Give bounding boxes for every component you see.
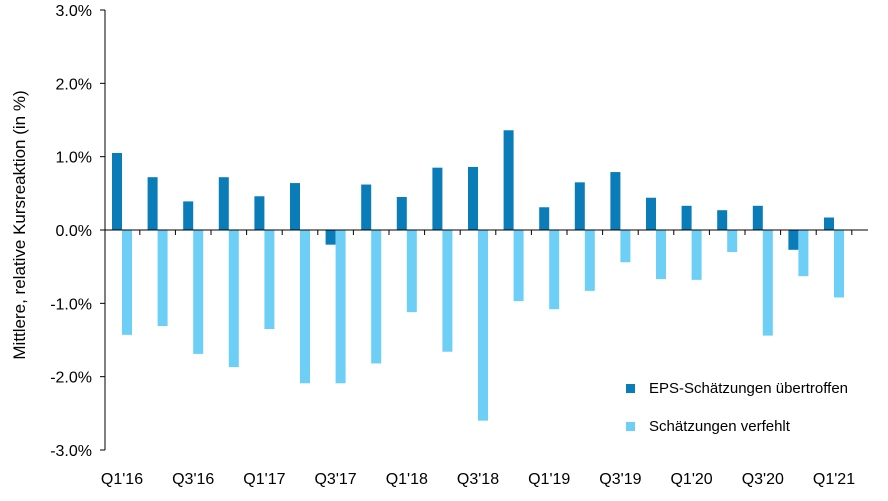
y-tick-label: 2.0% xyxy=(56,76,92,93)
y-tick-label: 1.0% xyxy=(56,150,92,167)
x-tick-label: Q1'16 xyxy=(101,471,143,488)
bar-miss-13 xyxy=(549,230,560,310)
y-tick-label: -1.0% xyxy=(50,296,92,313)
bar-beat-13 xyxy=(539,207,550,230)
x-tick-label: Q3'17 xyxy=(314,471,356,488)
bar-beat-16 xyxy=(646,197,656,230)
x-tick-label: Q1'20 xyxy=(670,471,712,488)
x-tick-label: Q3'16 xyxy=(172,471,214,488)
bar-miss-8 xyxy=(371,230,382,364)
bar-beat-9 xyxy=(396,197,407,230)
x-tick-label: Q1'18 xyxy=(386,471,428,488)
bar-beat-7 xyxy=(325,230,336,245)
bar-beat-2 xyxy=(147,177,158,230)
bar-miss-21 xyxy=(834,230,844,298)
y-axis-title: Mittlere, relative Kursreaktion (in %) xyxy=(10,90,29,359)
bar-miss-18 xyxy=(727,230,738,252)
bar-miss-14 xyxy=(584,230,595,291)
x-tick-label: Q1'19 xyxy=(528,471,570,488)
bar-beat-10 xyxy=(432,167,443,230)
bar-miss-20 xyxy=(798,230,809,277)
bar-miss-2 xyxy=(157,230,168,327)
bar-miss-1 xyxy=(122,230,132,335)
bar-beat-8 xyxy=(361,184,372,230)
bar-miss-7 xyxy=(335,230,346,384)
bar-beat-15 xyxy=(610,172,621,230)
bar-miss-9 xyxy=(406,230,417,313)
bar-beat-17 xyxy=(681,205,692,230)
legend-label-2: Schätzungen verfehlt xyxy=(649,418,791,435)
y-tick-label: -2.0% xyxy=(50,370,92,387)
bar-miss-4 xyxy=(228,230,239,368)
bar-beat-12 xyxy=(503,130,514,230)
bar-miss-11 xyxy=(478,230,488,421)
bar-beat-14 xyxy=(574,182,585,230)
y-axis: 3.0% 2.0% 1.0% 0.0% -1.0% -2.0% -3.0% xyxy=(50,3,106,460)
bar-beat-6 xyxy=(290,183,300,230)
x-axis: Q1'16 Q3'16 Q1'17 Q3'17 Q1'18 Q3'18 Q1'19 Q3'19… xyxy=(101,229,868,488)
bar-beat-4 xyxy=(218,177,229,230)
bar-miss-12 xyxy=(513,230,524,302)
y-tick-label: 0.0% xyxy=(56,223,92,240)
bar-miss-10 xyxy=(442,230,453,352)
y-tick-label: -3.0% xyxy=(50,443,92,460)
bar-miss-5 xyxy=(264,230,275,329)
bar-beat-21 xyxy=(824,217,834,230)
bar-miss-17 xyxy=(691,230,702,280)
x-tick-label: Q3'18 xyxy=(457,471,499,488)
legend-swatch-2 xyxy=(626,422,635,431)
x-tick-label: Q1'21 xyxy=(813,471,855,488)
bar-miss-16 xyxy=(656,230,666,280)
x-tick-label: Q3'20 xyxy=(742,471,784,488)
bar-miss-19 xyxy=(762,230,773,336)
bar-beat-5 xyxy=(254,196,265,230)
x-tick-label: Q3'19 xyxy=(599,471,641,488)
bar-miss-3 xyxy=(193,230,204,354)
bar-beat-18 xyxy=(717,210,728,230)
bar-beat-1 xyxy=(112,153,122,230)
bar-beat-20 xyxy=(788,230,799,250)
legend: EPS-Schätzungen übertroffen Schätzungen v… xyxy=(626,380,848,435)
bars xyxy=(112,130,844,421)
legend-label-1: EPS-Schätzungen übertroffen xyxy=(649,380,848,397)
bar-beat-3 xyxy=(183,201,194,230)
legend-swatch-1 xyxy=(626,384,635,393)
y-tick-label: 3.0% xyxy=(56,3,92,20)
bar-beat-19 xyxy=(752,205,763,230)
bar-miss-15 xyxy=(620,230,631,263)
x-tick-label: Q1'17 xyxy=(243,471,285,488)
bar-beat-11 xyxy=(468,166,478,230)
bar-miss-6 xyxy=(300,230,310,384)
